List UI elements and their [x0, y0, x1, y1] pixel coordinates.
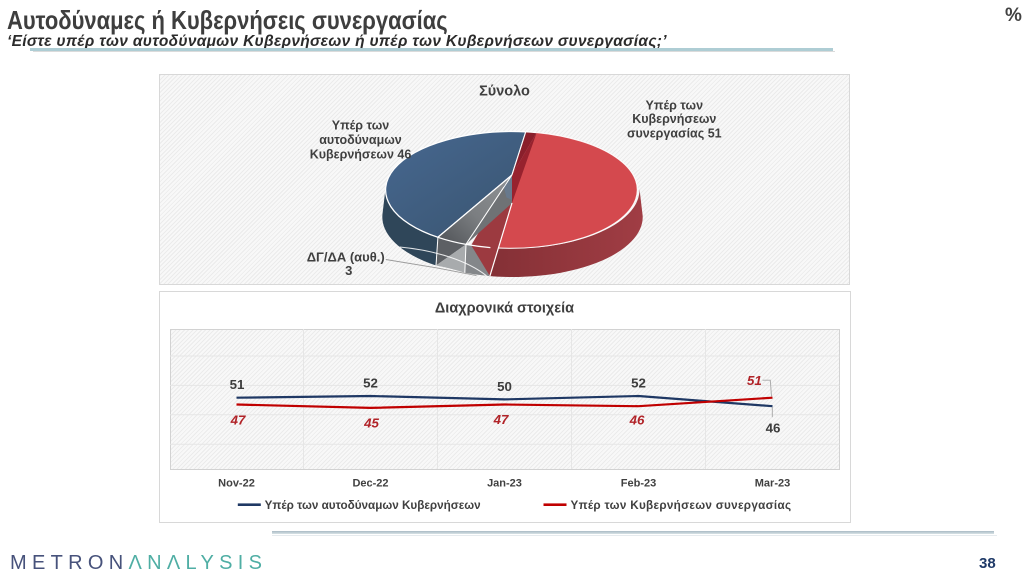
- svg-text:51: 51: [230, 377, 245, 392]
- svg-text:Υπέρ των: Υπέρ των: [332, 119, 390, 133]
- svg-text:Nov-22: Nov-22: [218, 478, 255, 490]
- svg-text:Mar-23: Mar-23: [755, 478, 790, 490]
- svg-text:Dec-22: Dec-22: [352, 478, 388, 490]
- svg-text:Κυβερνήσεων 46: Κυβερνήσεων 46: [310, 148, 412, 162]
- svg-text:Κυβερνήσεων: Κυβερνήσεων: [632, 112, 716, 126]
- svg-text:Διαχρονικά στοιχεία: Διαχρονικά στοιχεία: [435, 300, 574, 316]
- svg-text:46: 46: [629, 413, 645, 428]
- svg-text:3: 3: [345, 263, 352, 278]
- svg-text:45: 45: [363, 415, 379, 430]
- svg-text:συνεργασίας 51: συνεργασίας 51: [627, 126, 722, 140]
- svg-text:Υπέρ των αυτοδύναμων Κυβερνήσε: Υπέρ των αυτοδύναμων Κυβερνήσεων: [265, 499, 481, 512]
- svg-text:Σύνολο: Σύνολο: [479, 84, 530, 100]
- svg-text:ΔΓ/ΔΑ (αυθ.): ΔΓ/ΔΑ (αυθ.): [307, 250, 385, 265]
- svg-text:Feb-23: Feb-23: [621, 478, 656, 490]
- svg-text:51: 51: [747, 373, 762, 388]
- svg-text:52: 52: [363, 375, 378, 390]
- svg-text:Υπέρ των Κυβερνήσεων συνεργασί: Υπέρ των Κυβερνήσεων συνεργασίας: [571, 499, 792, 512]
- svg-text:50: 50: [497, 379, 512, 394]
- svg-text:52: 52: [631, 375, 646, 390]
- svg-text:47: 47: [230, 413, 246, 428]
- svg-text:47: 47: [493, 412, 509, 427]
- svg-text:Jan-23: Jan-23: [487, 478, 522, 490]
- svg-text:Υπέρ των: Υπέρ των: [646, 99, 704, 113]
- svg-text:46: 46: [766, 421, 781, 436]
- svg-text:αυτοδύναμων: αυτοδύναμων: [319, 133, 402, 147]
